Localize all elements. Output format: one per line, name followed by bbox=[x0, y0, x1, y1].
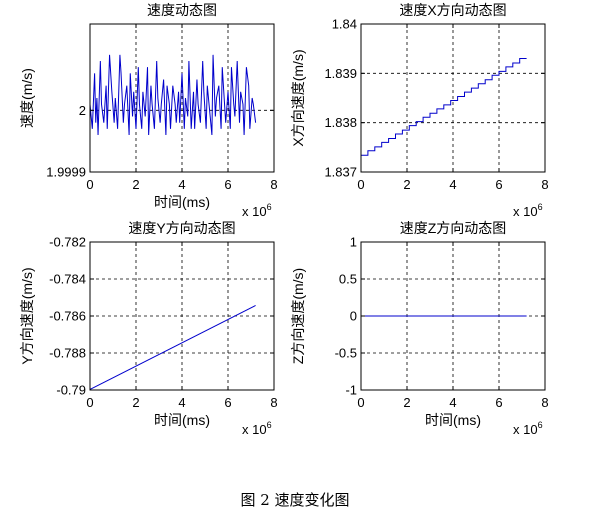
data-line bbox=[89, 305, 256, 390]
x-tick-label: 8 bbox=[270, 395, 277, 410]
x-tick-label: 4 bbox=[449, 177, 456, 192]
y-tick-label: -0.786 bbox=[49, 309, 86, 324]
chart-title: 速度X方向动态图 bbox=[399, 2, 506, 18]
x-tick-label: 6 bbox=[224, 177, 231, 192]
y-tick-label: 1.837 bbox=[324, 165, 357, 180]
x-tick-label: 6 bbox=[224, 395, 231, 410]
y-tick-label: -0.5 bbox=[335, 346, 357, 361]
x-tick-label: 2 bbox=[403, 177, 410, 192]
chart-title: 速度动态图 bbox=[147, 2, 217, 18]
data-line bbox=[361, 58, 527, 156]
y-axis-label: Y方向速度(m/s) bbox=[19, 267, 35, 364]
x-axis-label: 时间(ms) bbox=[154, 412, 210, 428]
y-tick-label: -0.788 bbox=[49, 346, 86, 361]
y-tick-label: 0.5 bbox=[339, 272, 357, 287]
x-tick-label: 4 bbox=[449, 395, 456, 410]
chart-title: 速度Z方向动态图 bbox=[400, 220, 507, 236]
x-tick-label: 2 bbox=[132, 177, 139, 192]
x-tick-label: 8 bbox=[541, 395, 548, 410]
x-axis-exponent: x 106 bbox=[242, 202, 272, 219]
x-tick-label: 4 bbox=[178, 395, 185, 410]
x-axis-label: 时间(ms) bbox=[425, 412, 481, 428]
y-axis-label: Z方向速度(m/s) bbox=[290, 268, 306, 364]
x-axis-exponent: x 106 bbox=[513, 202, 543, 219]
y-tick-label: 0 bbox=[350, 309, 357, 324]
chart-title: 速度Y方向动态图 bbox=[128, 220, 235, 236]
y-tick-label: 1.839 bbox=[324, 66, 357, 81]
x-axis-label: 时间(ms) bbox=[154, 194, 210, 210]
y-tick-label: 1 bbox=[350, 235, 357, 250]
x-axis-exponent: x 106 bbox=[242, 420, 272, 437]
x-tick-label: 6 bbox=[495, 395, 502, 410]
x-tick-label: 0 bbox=[86, 395, 93, 410]
y-tick-label: 1.838 bbox=[324, 115, 357, 130]
x-tick-label: 6 bbox=[495, 177, 502, 192]
y-tick-label: 2 bbox=[79, 103, 86, 118]
y-tick-label: -0.784 bbox=[49, 272, 86, 287]
y-axis-label: X方向速度(m/s) bbox=[290, 49, 306, 146]
y-tick-label: -0.79 bbox=[56, 383, 86, 398]
x-tick-label: 2 bbox=[403, 395, 410, 410]
y-axis-label: 速度(m/s) bbox=[19, 68, 35, 128]
data-line bbox=[89, 54, 257, 136]
y-tick-label: 1.9999 bbox=[46, 165, 86, 180]
x-tick-label: 0 bbox=[357, 395, 364, 410]
x-tick-label: 4 bbox=[178, 177, 185, 192]
y-tick-label: -1 bbox=[345, 383, 357, 398]
y-tick-label: 1.84 bbox=[332, 17, 357, 32]
figure-caption: 图 2 速度变化图 bbox=[240, 491, 350, 509]
x-axis-exponent: x 106 bbox=[513, 420, 543, 437]
y-tick-label: -0.782 bbox=[49, 235, 86, 250]
x-tick-label: 0 bbox=[357, 177, 364, 192]
x-tick-label: 0 bbox=[86, 177, 93, 192]
x-tick-label: 8 bbox=[270, 177, 277, 192]
x-tick-label: 8 bbox=[541, 177, 548, 192]
subplot-3: 0 2 4 6 8 -0.79 -0.788 -0.786 -0.784 -0.782 速度Y方向动… bbox=[19, 220, 278, 437]
x-tick-label: 2 bbox=[132, 395, 139, 410]
subplot-2: 0 2 4 6 8 1.837 1.838 1.839 1.84 速度X方向动态图 x 106 X方向… bbox=[290, 2, 549, 219]
